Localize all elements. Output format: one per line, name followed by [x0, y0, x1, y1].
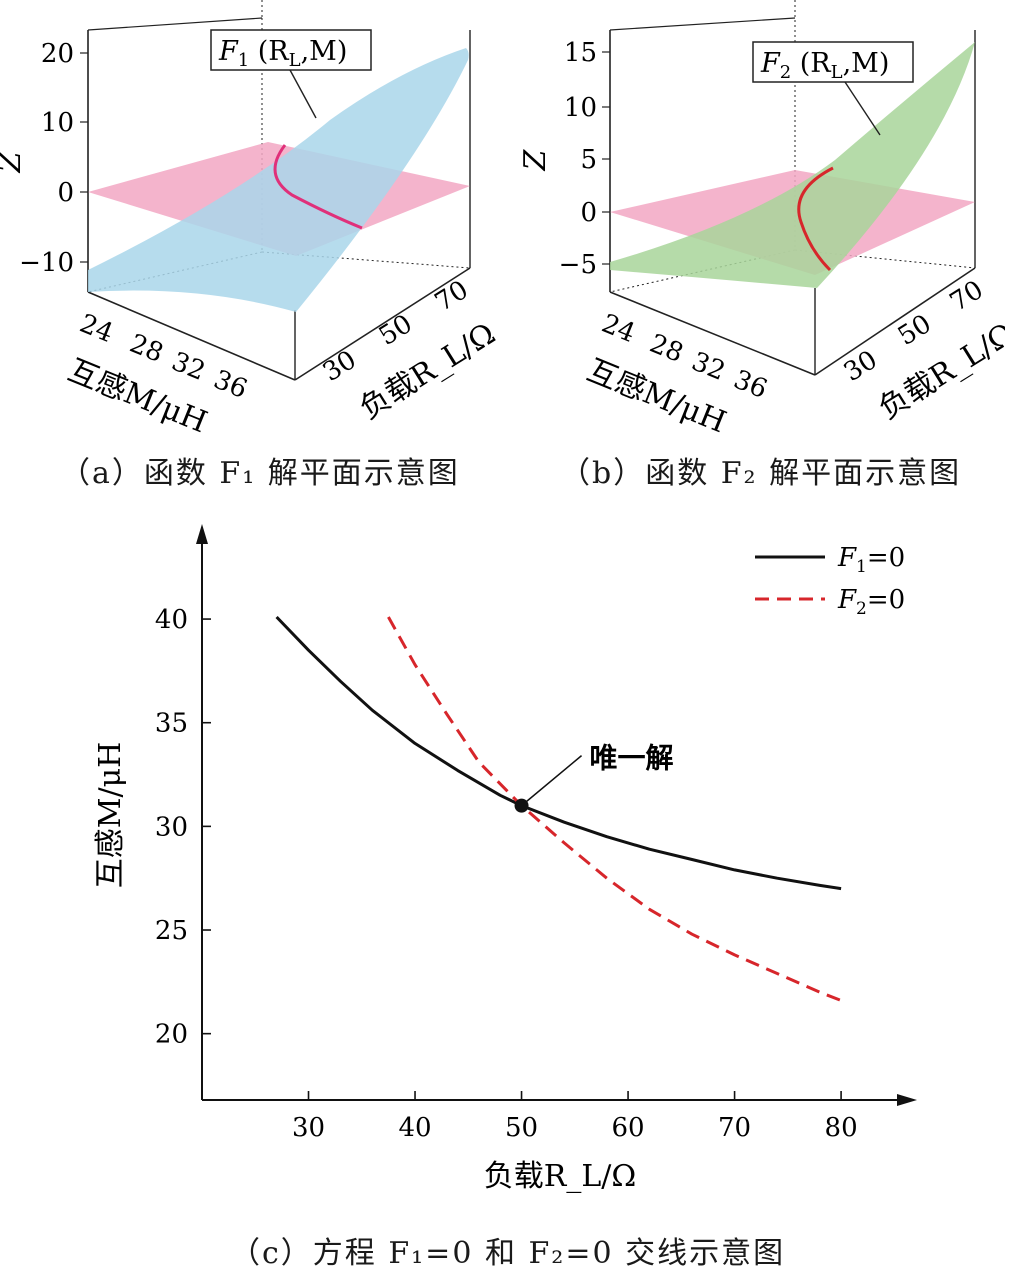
panel-a-surface-label-box: [210, 29, 372, 71]
panel-a-z-tick-neg10: −10: [19, 248, 74, 278]
panel-b-f2-solution-curve: [797, 166, 834, 272]
panel-c-y-tick-label-20: 20: [155, 1020, 188, 1050]
panel-b-m-tick-28: 28: [645, 329, 687, 369]
panel-b-m-tick-24: 24: [597, 309, 639, 349]
panel-b-r-axis-label: 负载R_L/Ω: [873, 316, 1005, 426]
panel-c-y-tick-label-40: 40: [155, 605, 188, 635]
panel-b-r-tick-70: 70: [945, 275, 989, 318]
panel-b-3d-plot: F2 (RL,M) 15 10 5 0 −5 Z 24 28 32 36 互感M…: [518, 0, 1005, 440]
panel-c-line-chart: 30 40 50 60 70 80 20 25 30 35 40 唯一解 F1=0 F2=0 互感M…: [93, 524, 917, 1194]
panel-a-z-tick-10: 10: [41, 108, 74, 138]
panel-b-m-tick-36: 36: [729, 365, 771, 405]
panel-c-y-axis-arrow: [196, 524, 208, 544]
panel-c-y-tick-label-35: 35: [155, 709, 188, 739]
panel-c-x-axis-label: 负载R_L/Ω: [484, 1159, 637, 1194]
panel-c-caption: （c）方程 F₁=0 和 F₂=0 交线示意图: [230, 1236, 786, 1271]
panel-c-x-tick-label-50: 50: [505, 1113, 538, 1143]
panel-c-y-axis-label: 互感M/μH: [93, 742, 128, 888]
panel-a-box: [87, 0, 471, 381]
panel-b-f2-surface: [610, 42, 975, 288]
panel-a-m-tick-28: 28: [125, 329, 167, 369]
panel-c-annotation-label: 唯一解: [590, 742, 674, 775]
panel-b-z-tick-5: 5: [580, 145, 597, 175]
panel-a-r-tick-70: 70: [430, 275, 474, 318]
panel-b-z-ticks: [602, 51, 610, 265]
panel-b-z-tick-10: 10: [564, 93, 597, 123]
panel-c-y-tick-label-30: 30: [155, 812, 188, 842]
panel-b-z-axis-label: Z: [518, 148, 553, 171]
panel-a-z-tick-20: 20: [41, 39, 74, 69]
panel-b-r-tick-50: 50: [893, 309, 937, 352]
panel-c-legend-f1-label: F1=0: [837, 543, 905, 577]
panel-b-surface-label: F2 (RL,M): [760, 48, 889, 83]
panel-b-caption: （b）函数 F₂ 解平面示意图: [560, 456, 962, 491]
panel-a-surface-label: F1 (RL,M): [218, 36, 347, 71]
panel-a-z-tick-0: 0: [57, 178, 74, 208]
panel-b-m-tick-32: 32: [687, 347, 729, 387]
panel-c-series-line-1: [275, 615, 842, 891]
panel-c-y-tick-label-25: 25: [155, 916, 188, 946]
panel-a-caption: （a）函数 F₁ 解平面示意图: [60, 456, 460, 491]
panel-a-r-tick-30: 30: [318, 345, 362, 388]
panel-c-unique-solution-point: [514, 798, 529, 813]
panel-b-label-leader: [844, 81, 881, 136]
panel-a-z-axis-label: Z: [0, 150, 28, 173]
panel-a-z-ticks: [80, 52, 88, 263]
panel-c-x-tick-label-40: 40: [398, 1113, 431, 1143]
panel-a-r-tick-50: 50: [374, 309, 418, 352]
panel-b-z-tick-15: 15: [564, 38, 597, 68]
panel-c-x-axis-arrow: [897, 1094, 917, 1106]
panel-c-annotation-leader: [521, 755, 583, 807]
panel-b-surface-label-box: [752, 41, 914, 83]
panel-c-x-tick-label-60: 60: [612, 1113, 645, 1143]
panel-b-box: [609, 0, 976, 376]
panel-a-m-tick-24: 24: [75, 309, 117, 349]
panel-a-r-axis-label: 负载R_L/Ω: [354, 316, 502, 426]
panel-b-z-tick-neg5: −5: [559, 250, 597, 280]
panel-c-x-tick-label-30: 30: [292, 1113, 325, 1143]
panel-a-m-tick-32: 32: [167, 347, 209, 387]
panel-a-3d-plot: F1 (RL,M) 20 10 0 −10 Z 24 28 32 36 互感M/…: [0, 0, 502, 440]
panel-c-series-line-2: [387, 616, 842, 1002]
panel-b-r-tick-30: 30: [839, 345, 883, 388]
panel-a-f1-solution-curve: [273, 144, 363, 230]
panel-a-label-leader: [289, 69, 317, 119]
panel-a-m-tick-36: 36: [209, 365, 251, 405]
panel-c-x-tick-label-70: 70: [718, 1113, 751, 1143]
panel-c-legend: F1=0 F2=0: [755, 543, 905, 619]
panel-c-x-tick-label-80: 80: [825, 1113, 858, 1143]
panel-b-z-tick-0: 0: [580, 198, 597, 228]
panel-c-legend-f2-label: F2=0: [837, 585, 905, 619]
